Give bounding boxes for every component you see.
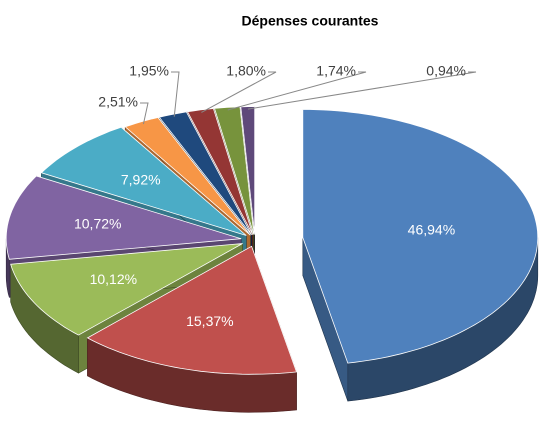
leader-line bbox=[140, 102, 149, 125]
chart-title: Dépenses courantes bbox=[242, 13, 379, 29]
data-label: 46,94% bbox=[408, 221, 455, 237]
slice bbox=[86, 245, 298, 375]
slice bbox=[240, 106, 256, 235]
slice bbox=[158, 111, 252, 236]
data-label: 10,72% bbox=[74, 216, 121, 232]
data-label: 15,37% bbox=[186, 313, 233, 329]
leader-line bbox=[171, 71, 180, 117]
slice bbox=[124, 117, 251, 236]
slice bbox=[10, 243, 243, 336]
slice bbox=[302, 109, 539, 364]
slice bbox=[40, 126, 247, 236]
data-label: 0,94% bbox=[426, 63, 466, 79]
data-label: 7,92% bbox=[121, 172, 161, 188]
data-label: 1,95% bbox=[129, 63, 169, 79]
leader-line bbox=[247, 71, 477, 110]
data-label: 1,80% bbox=[226, 63, 266, 79]
leader-line bbox=[201, 71, 277, 113]
data-label: 10,12% bbox=[90, 271, 137, 287]
slice bbox=[5, 175, 242, 260]
slice bbox=[186, 108, 254, 235]
data-label: 2,51% bbox=[98, 94, 138, 110]
leader-line bbox=[227, 71, 367, 111]
data-label: 1,74% bbox=[316, 63, 356, 79]
